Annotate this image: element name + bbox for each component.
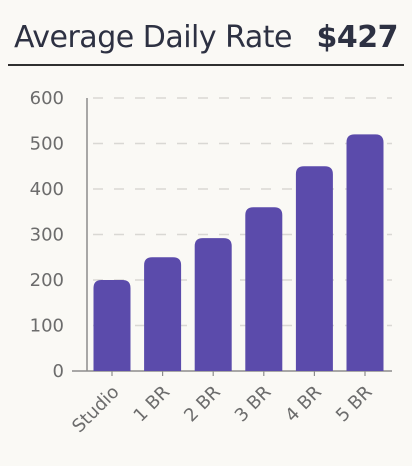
bar-studio xyxy=(93,280,131,371)
y-tick-label: 0 xyxy=(53,361,64,382)
y-tick-label: 100 xyxy=(30,316,64,337)
bar-3-br xyxy=(245,207,283,371)
x-tick-label: 1 BR xyxy=(130,382,175,427)
y-tick-label: 200 xyxy=(30,270,64,291)
header-divider xyxy=(8,64,404,66)
x-tick-label: 2 BR xyxy=(180,382,225,427)
bar-2-br xyxy=(194,238,232,371)
x-tick-label: 4 BR xyxy=(281,382,326,427)
card-header: Average Daily Rate $427 xyxy=(14,14,398,60)
x-tick-label: Studio xyxy=(68,382,123,437)
bar-1-br xyxy=(144,257,182,371)
x-tick-label: 3 BR xyxy=(231,382,276,427)
x-tick-label: 5 BR xyxy=(332,382,377,427)
bar-5-br xyxy=(346,134,384,371)
y-tick-label: 400 xyxy=(30,179,64,200)
y-tick-label: 300 xyxy=(30,225,64,246)
kpi-value: $427 xyxy=(316,19,399,55)
bar-4-br xyxy=(295,166,333,371)
chart-title: Average Daily Rate xyxy=(14,19,292,55)
y-tick-label: 500 xyxy=(30,134,64,155)
y-tick-label: 600 xyxy=(30,88,64,109)
